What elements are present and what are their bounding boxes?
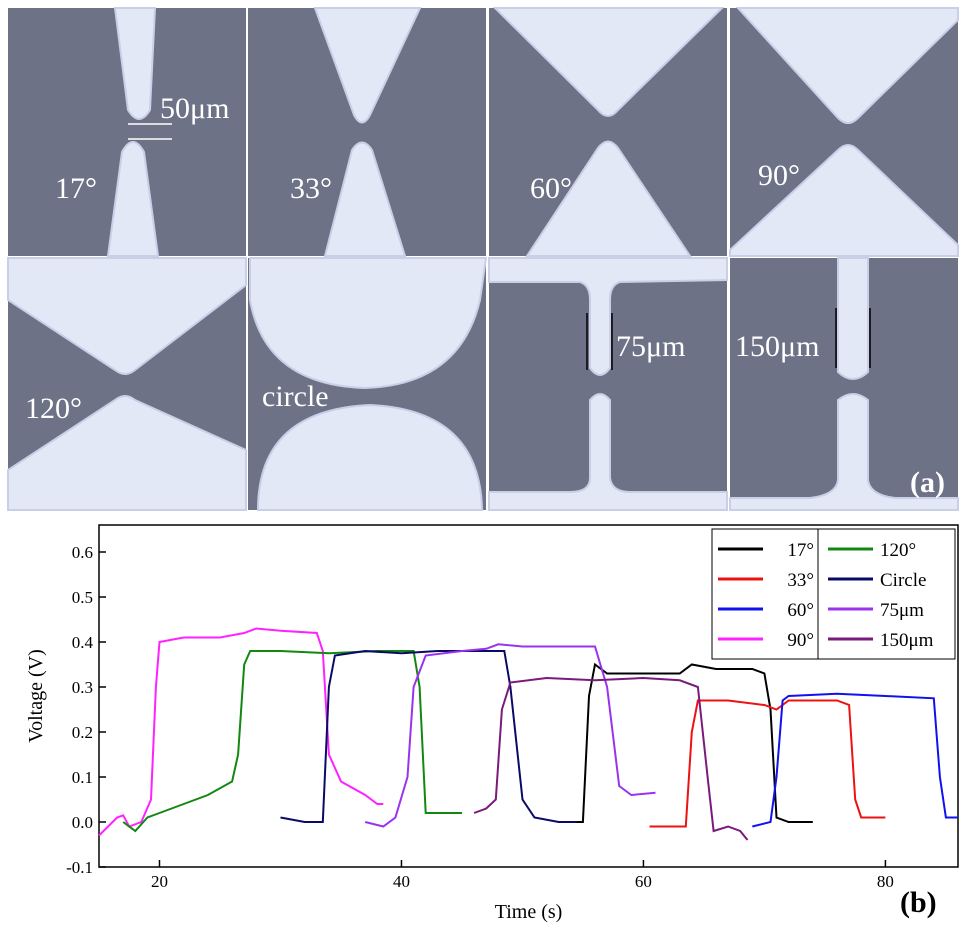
legend-label: 120° <box>880 540 916 561</box>
figure: 50μm 17° 33° 60° 90° 120° circle 75μm 15… <box>0 0 962 923</box>
chart: -0.1 0.0 0.1 0.2 0.3 0.4 0.5 0.6 20 40 60 80 Time (s… <box>25 525 958 923</box>
x-tick-label: 20 <box>151 872 168 891</box>
panel-label: 75μm <box>616 330 685 363</box>
series-line <box>474 678 747 840</box>
panel-label: 90° <box>758 159 800 192</box>
panel-label: 150μm <box>735 330 819 363</box>
panel-label: 120° <box>25 392 82 425</box>
panel-tag: (b) <box>900 886 937 919</box>
x-tick-label: 80 <box>877 872 894 891</box>
legend-label: 75μm <box>880 600 924 621</box>
x-tick-label: 60 <box>635 872 652 891</box>
electrode <box>838 258 868 379</box>
y-tick-label: 0.3 <box>72 678 93 697</box>
y-tick-label: 0.6 <box>72 543 93 562</box>
y-tick-label: 0.4 <box>72 633 94 652</box>
legend-label: 150μm <box>880 630 934 651</box>
x-axis-label: Time (s) <box>495 901 563 923</box>
legend-label: 90° <box>787 630 814 651</box>
y-tick-label: 0.1 <box>72 768 93 787</box>
legend-label: 60° <box>787 600 814 621</box>
y-axis-label: Voltage (V) <box>25 649 47 743</box>
y-tick-label: 0.2 <box>72 723 93 742</box>
legend-label: 33° <box>787 570 814 591</box>
image-panels: 50μm 17° 33° 60° 90° 120° circle 75μm 15… <box>8 8 958 510</box>
legend-label: Circle <box>880 570 926 591</box>
y-tick-label: 0.0 <box>72 813 93 832</box>
scale-label: 50μm <box>160 92 229 125</box>
series-line <box>650 701 886 827</box>
panel-label: 60° <box>530 172 572 205</box>
x-tick-label: 40 <box>393 872 410 891</box>
series-line <box>99 629 383 836</box>
series-line <box>123 651 462 831</box>
panel-label: circle <box>262 380 329 413</box>
series-line <box>365 644 655 826</box>
series-line <box>752 694 958 827</box>
legend-label: 17° <box>787 540 814 561</box>
y-tick-label: -0.1 <box>66 858 93 877</box>
panel-tag: (a) <box>910 466 945 499</box>
panel-label: 33° <box>290 172 332 205</box>
panel-label: 17° <box>55 172 97 205</box>
y-tick-label: 0.5 <box>72 588 93 607</box>
